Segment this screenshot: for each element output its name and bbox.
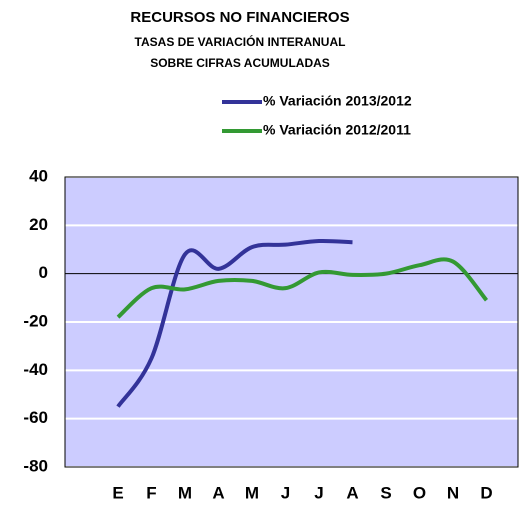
chart-subtitle: SOBRE CIFRAS ACUMULADAS (150, 56, 330, 70)
x-tick-label: F (146, 483, 156, 502)
x-tick-label: A (212, 483, 224, 502)
y-tick-label: 40 (29, 166, 48, 185)
y-tick-label: -40 (23, 360, 48, 379)
x-tick-label: M (245, 483, 259, 502)
line-series (116, 257, 489, 319)
chart-title: RECURSOS NO FINANCIEROS (130, 9, 349, 26)
chart-subtitle: TASAS DE VARIACIÓN INTERANUAL (135, 34, 346, 49)
x-tick-label: D (480, 483, 492, 502)
x-tick-label: A (346, 483, 358, 502)
plot-border (64, 176, 519, 468)
x-tick-label: J (281, 483, 290, 502)
y-tick-label: -80 (23, 456, 48, 475)
x-tick-label: O (413, 483, 426, 502)
x-tick-label: M (178, 483, 192, 502)
y-tick-label: 20 (29, 215, 48, 234)
y-tick-label: 0 (39, 263, 48, 282)
legend-label: % Variación 2012/2011 (263, 122, 411, 138)
line-series (116, 238, 353, 408)
x-tick-label: E (112, 483, 123, 502)
x-tick-label: N (447, 483, 459, 502)
x-tick-label: S (380, 483, 391, 502)
y-tick-label: -20 (23, 311, 48, 330)
y-tick-label: -60 (23, 408, 48, 427)
x-tick-label: J (314, 483, 323, 502)
legend-label: % Variación 2013/2012 (263, 93, 412, 109)
